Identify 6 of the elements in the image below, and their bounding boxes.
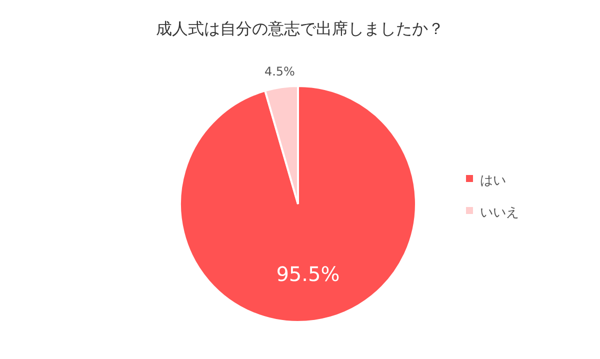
data-label: 95.5% <box>276 262 340 286</box>
legend-label: いいえ <box>480 206 519 221</box>
legend-label: はい <box>480 174 506 189</box>
chart-title: 成人式は自分の意志で出席しましたか？ <box>156 19 444 38</box>
data-label: 4.5% <box>264 64 295 78</box>
pie-slice <box>179 85 417 323</box>
